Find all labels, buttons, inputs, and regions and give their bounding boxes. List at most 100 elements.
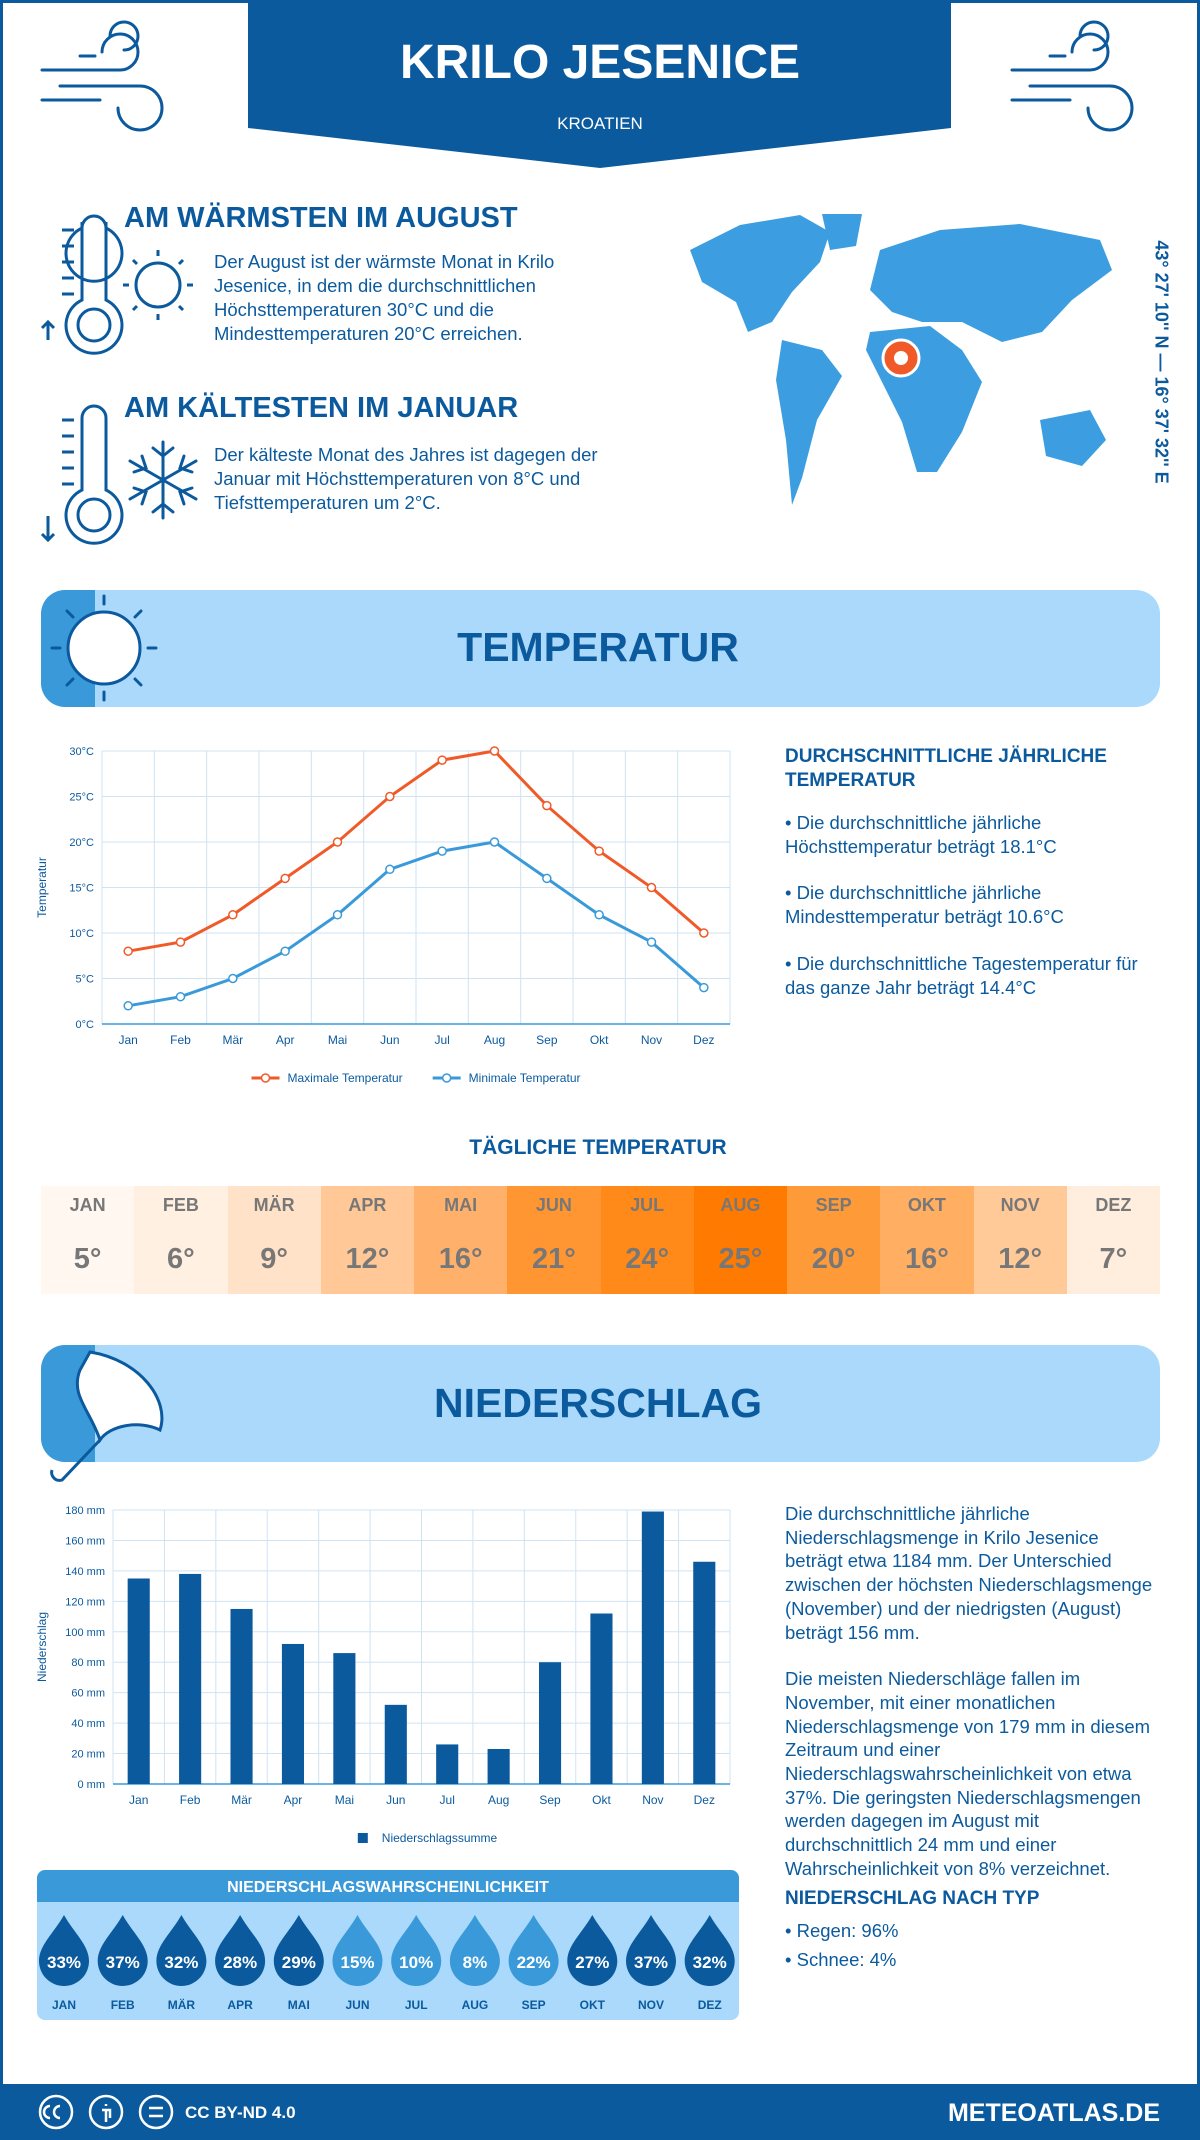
daily-value: 16° (880, 1225, 974, 1294)
point (123, 946, 133, 956)
point (280, 946, 290, 956)
x-tick-label: Aug (488, 1793, 509, 1807)
daily-month: JUN (507, 1186, 601, 1225)
point (280, 873, 290, 884)
highlight-title: AM WÄRMSTEN IM AUGUST (124, 202, 518, 234)
probability-drop (97, 1915, 148, 1986)
daily-month: JAN (41, 1186, 135, 1225)
probability-month: AUG (462, 1998, 489, 2012)
sun-icon (123, 250, 193, 320)
thermometer-icon (40, 214, 124, 355)
x-tick-label: Nov (642, 1793, 663, 1807)
point (594, 910, 604, 920)
legend-label: Minimale Temperatur (469, 1071, 581, 1085)
daily-month: JUL (600, 1186, 694, 1225)
umbrella-icon (50, 1350, 164, 1482)
header-band (248, 0, 951, 168)
chart: 0 mm 20 mm 40 mm 60 mm 80 mm 100 mm 120 mm 140 … (35, 1505, 731, 1845)
probability-month: JUN (345, 1998, 369, 2012)
bar (487, 1748, 510, 1784)
y-tick-label: 20 mm (71, 1749, 105, 1761)
y-tick-label: 100 mm (65, 1627, 105, 1639)
paragraph: Die durchschnittliche jährliche Niedersc… (785, 1503, 1153, 1643)
wind-icon (40, 20, 164, 132)
point (437, 755, 447, 765)
point (489, 837, 500, 847)
point (699, 928, 709, 938)
point (385, 791, 395, 802)
summary-item: • Die durchschnittliche Tagestemperatur … (785, 952, 1138, 998)
probability-drop (567, 1915, 618, 1986)
y-tick-label: 80 mm (71, 1657, 105, 1669)
probability-value: 15% (340, 1953, 374, 1972)
point (542, 873, 552, 884)
point (437, 846, 447, 856)
x-tick-label: Dez (693, 1033, 714, 1047)
y-tick-label: 30°C (69, 746, 94, 758)
point (385, 864, 395, 875)
x-tick-label: Mär (231, 1793, 252, 1807)
probability-month: DEZ (698, 1998, 722, 2012)
bar (436, 1744, 459, 1784)
y-tick-label: 180 mm (65, 1505, 105, 1517)
y-tick-label: 140 mm (65, 1566, 105, 1578)
chart: 0°C 5°C 10°C 15°C 20°C 25°C 30°C Temperatur Jan F… (35, 746, 731, 1085)
daily-value: 12° (973, 1225, 1067, 1294)
legend-label: Niederschlagssumme (382, 1831, 498, 1845)
daily-month: SEP (787, 1186, 881, 1225)
probability-month: OKT (580, 1998, 606, 2012)
x-tick-label: Okt (590, 1033, 609, 1047)
bar (230, 1608, 253, 1784)
probability-value: 28% (223, 1953, 257, 1972)
daily-value: 24° (600, 1225, 694, 1294)
y-tick-label: 15°C (69, 883, 94, 895)
daily-value: 20° (787, 1225, 881, 1294)
probability-drop (626, 1915, 676, 1986)
x-tick-label: Aug (484, 1033, 505, 1047)
section-heading: NIEDERSCHLAG (434, 1380, 762, 1426)
daily-month: OKT (880, 1186, 974, 1225)
bar (538, 1662, 562, 1784)
probability-drop (215, 1915, 266, 1986)
probability-drop (332, 1915, 383, 1986)
point (175, 991, 186, 1002)
type-item: • Schnee: 4% (785, 1949, 897, 1971)
probability-value: 33% (47, 1953, 81, 1972)
point (228, 973, 238, 984)
y-tick-label: 40 mm (71, 1718, 105, 1730)
x-tick-label: Mai (328, 1033, 347, 1047)
paragraph: Die meisten Niederschläge fallen im Nove… (785, 1668, 1151, 1879)
sun-large-icon (50, 594, 158, 702)
probability-drop (39, 1915, 89, 1986)
summary-item: • Die durchschnittliche jährliche Höchst… (785, 812, 1057, 857)
probability-month: SEP (522, 1998, 546, 2012)
section-banner (41, 590, 1160, 707)
daily-heading: TÄGLICHE TEMPERATUR (469, 1136, 726, 1159)
highlight-title: AM KÄLTESTEN IM JANUAR (124, 392, 519, 424)
summary-item: • Die durchschnittliche jährliche Mindes… (785, 882, 1064, 928)
point (175, 937, 186, 947)
probability-value: 8% (463, 1953, 488, 1972)
bar (384, 1704, 407, 1784)
type-title: NIEDERSCHLAG NACH TYP (785, 1887, 1040, 1909)
y-tick-label: 0 mm (78, 1779, 106, 1791)
probability-value: 37% (106, 1953, 140, 1972)
probability-value: 27% (575, 1953, 609, 1972)
daily-month: AUG (693, 1186, 787, 1225)
x-tick-label: Mär (222, 1033, 243, 1047)
bar (179, 1573, 202, 1784)
legend-label: Maximale Temperatur (288, 1071, 403, 1085)
highlight-text: Der August ist der wärmste Monat in Kril… (214, 251, 555, 344)
series-line (127, 840, 705, 1008)
y-axis-label: Niederschlag (35, 1612, 49, 1682)
y-axis-label: Temperatur (35, 857, 49, 918)
x-tick-label: Sep (539, 1793, 561, 1807)
location-marker-center (894, 351, 908, 365)
x-tick-label: Jan (118, 1033, 137, 1047)
probability-header (37, 1870, 739, 1902)
point (699, 982, 709, 993)
x-tick-label: Mai (335, 1793, 354, 1807)
